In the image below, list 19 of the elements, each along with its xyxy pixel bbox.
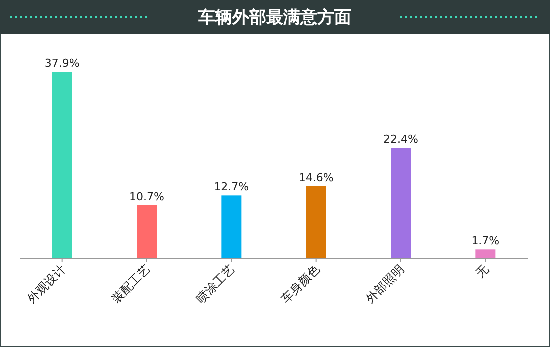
x-tick-label: 喷涂工艺	[194, 262, 238, 306]
bar	[222, 196, 242, 258]
bar	[137, 205, 157, 258]
data-label: 37.9%	[44, 57, 80, 70]
data-label: 14.6%	[298, 171, 334, 184]
data-label: 10.7%	[130, 190, 164, 204]
x-tick-label: 车身颜色	[278, 262, 322, 306]
chart-title: 车辆外部最满意方面	[198, 8, 352, 28]
bar	[391, 148, 411, 258]
x-tick-label: 装配工艺	[109, 262, 154, 306]
x-tick-label: 无	[473, 262, 492, 281]
data-label: 12.7%	[214, 180, 250, 194]
bar	[52, 72, 72, 258]
bar	[306, 186, 326, 258]
x-tick-label: 外观设计	[24, 262, 68, 306]
data-label: 1.7%	[472, 234, 500, 248]
data-label: 22.4%	[384, 133, 418, 146]
x-tick-label: 外部照明	[363, 262, 408, 306]
bar	[476, 250, 496, 258]
